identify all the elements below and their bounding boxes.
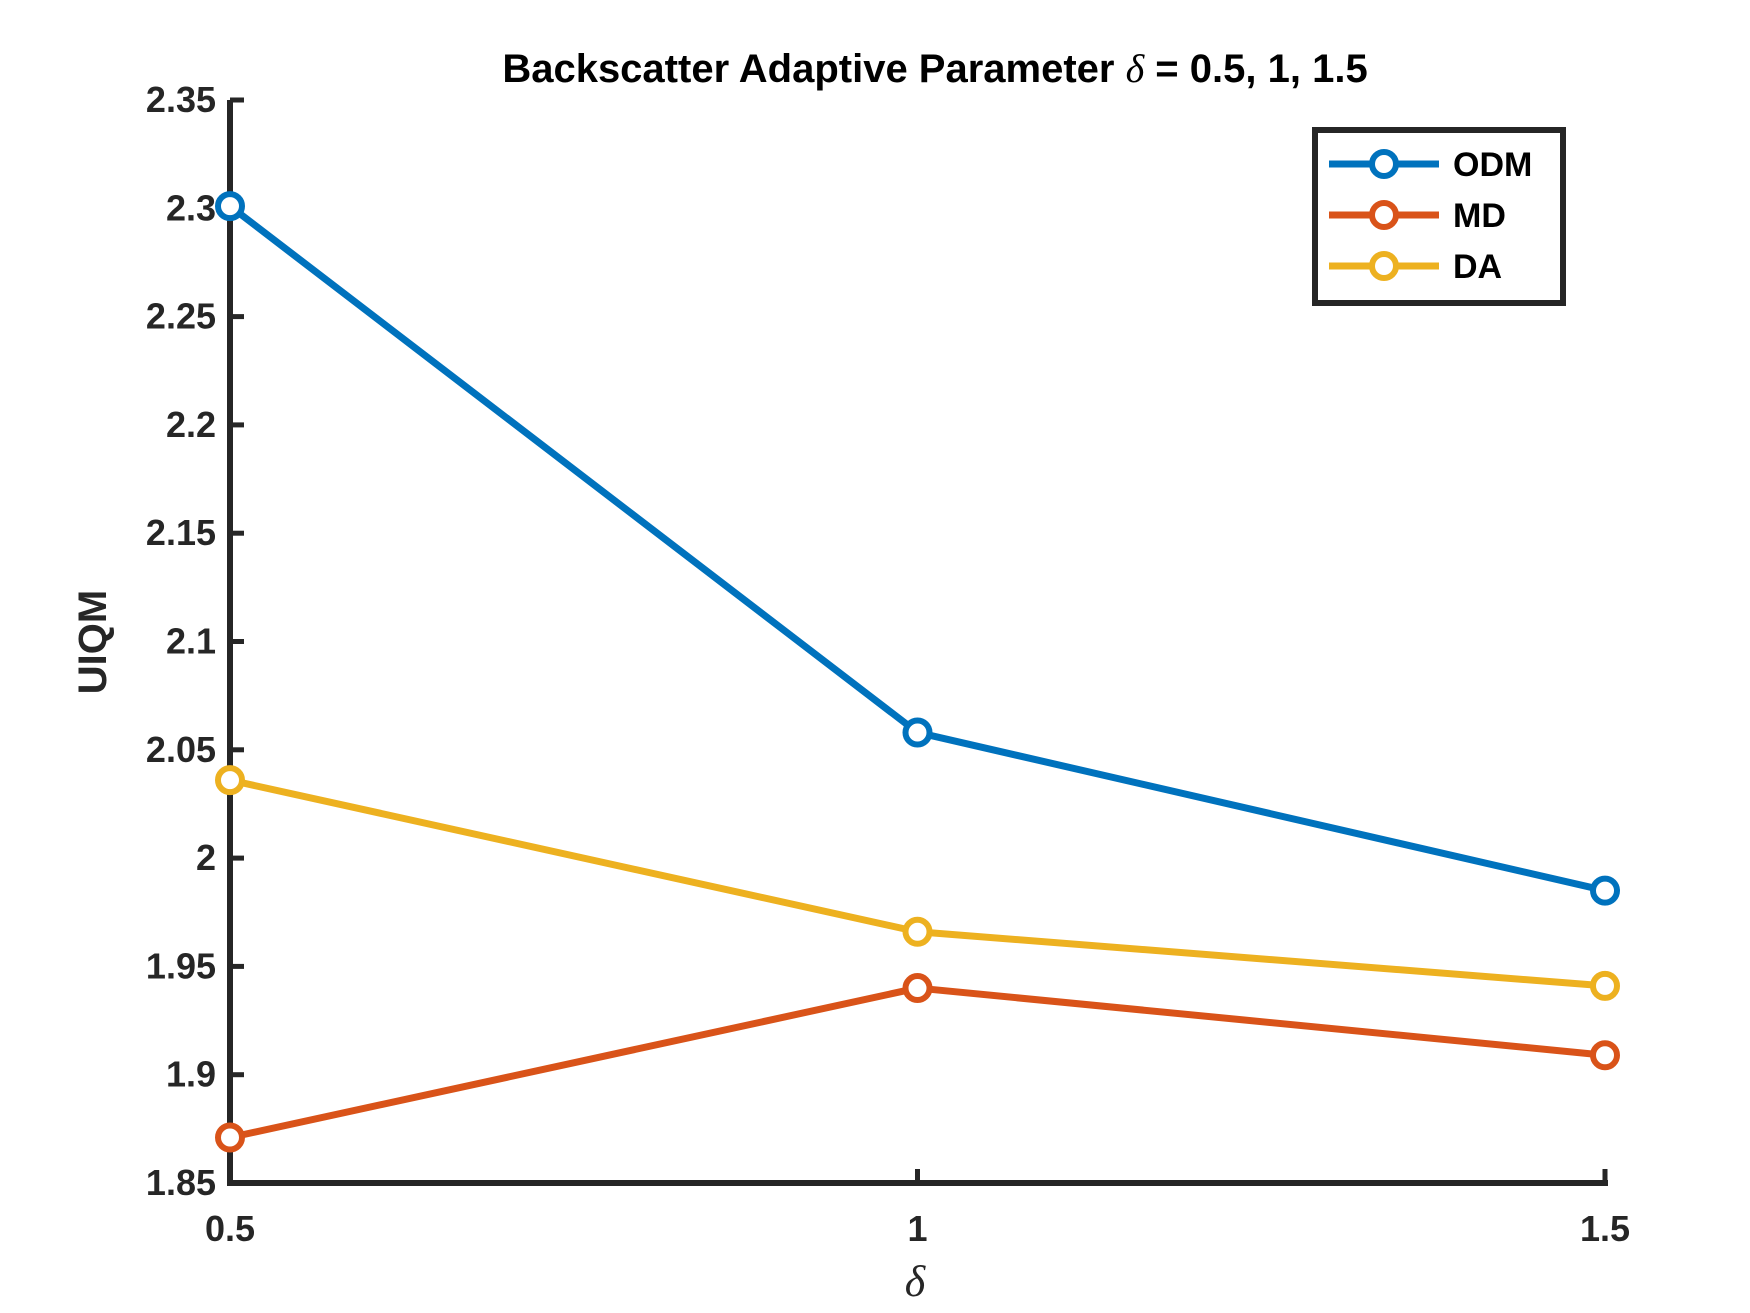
y-axis: 1.85 1.9 1.95 2 2.05 2.1 2.15 2.2 2.25 2.3 2.35 <box>146 79 244 1203</box>
y-tick-label: 2.35 <box>146 79 216 120</box>
y-tick-label: 1.9 <box>166 1054 216 1095</box>
x-tick-label: 0.5 <box>205 1208 255 1249</box>
data-point-odm <box>902 717 933 748</box>
data-point-md <box>215 1122 245 1153</box>
legend-swatch-marker <box>1369 200 1399 230</box>
legend-label-da: DA <box>1453 248 1502 286</box>
chart-title-prefix: Backscatter Adaptive Parameter <box>502 47 1125 91</box>
y-tick-label: 2.15 <box>146 512 216 553</box>
y-axis-label: UIQM <box>71 590 115 694</box>
chart-title-symbol: δ <box>1126 46 1146 91</box>
chart-title: Backscatter Adaptive Parameter δ = 0.5, … <box>502 46 1367 91</box>
series-line-md <box>229 984 1606 1141</box>
series-line-da <box>229 776 1606 990</box>
x-tick-label: 1 <box>907 1208 927 1249</box>
y-tick-label: 2.3 <box>166 187 216 228</box>
y-tick-label: 2.25 <box>146 296 216 337</box>
data-point-da <box>1590 970 1620 1001</box>
legend-swatch-marker <box>1369 251 1399 281</box>
data-point-da <box>215 765 245 796</box>
legend-label-odm: ODM <box>1453 146 1532 184</box>
data-point-md <box>902 973 933 1004</box>
data-point-odm <box>1590 875 1620 906</box>
y-tick-label: 2 <box>196 837 216 878</box>
series-line-odm <box>227 203 1606 895</box>
data-point-md <box>1590 1040 1620 1071</box>
x-axis: 0.5 1 1.5 <box>205 1169 1630 1249</box>
legend: ODM MD DA <box>1312 127 1566 306</box>
legend-swatch-marker <box>1369 149 1399 179</box>
y-tick-label: 2.05 <box>146 729 216 770</box>
y-tick-label: 2.2 <box>166 404 216 445</box>
y-tick-label: 1.85 <box>146 1162 216 1203</box>
x-tick-label: 1.5 <box>1580 1208 1630 1249</box>
data-point-da <box>902 916 933 947</box>
series-layer <box>215 191 1620 1153</box>
data-point-odm <box>215 191 245 222</box>
legend-label-md: MD <box>1453 197 1506 235</box>
y-tick-label: 2.1 <box>166 621 216 662</box>
chart-title-suffix: = 0.5, 1, 1.5 <box>1144 47 1368 91</box>
x-axis-label: δ <box>905 1257 927 1306</box>
y-tick-label: 1.95 <box>146 945 216 986</box>
